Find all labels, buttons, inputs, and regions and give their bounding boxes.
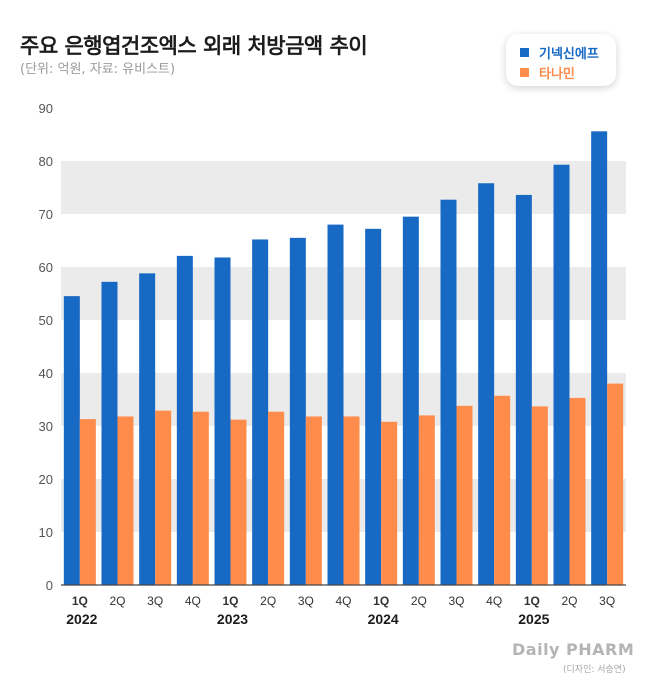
bar-series1 — [327, 224, 344, 585]
year-label: 2024 — [368, 611, 399, 627]
y-tick-label: 30 — [39, 419, 53, 434]
y-tick-label: 10 — [39, 525, 53, 540]
x-tick-label: 2Q — [260, 594, 276, 608]
bar-series1 — [365, 228, 382, 585]
x-tick-label: 1Q — [222, 594, 238, 608]
bar-series2 — [381, 421, 398, 585]
chart-subtitle: (단위: 억원, 자료: 유비스트) — [20, 62, 176, 77]
bar-series2 — [494, 395, 511, 585]
x-tick-label: 1Q — [72, 594, 88, 608]
x-tick-label: 3Q — [298, 594, 314, 608]
y-tick-label: 50 — [39, 313, 53, 328]
bar-series1 — [440, 199, 457, 585]
x-tick-label: 3Q — [599, 594, 615, 608]
y-tick-label: 70 — [39, 207, 53, 222]
chart-title: 주요 은행엽건조엑스 외래 처방금액 추이 — [20, 34, 368, 58]
x-tick-label: 1Q — [373, 594, 389, 608]
credit-text: (디자인: 서승연) — [563, 665, 626, 675]
bar-series2 — [192, 411, 209, 585]
legend-label-series2: 타나민 — [539, 67, 575, 82]
bar-series2 — [569, 397, 586, 585]
bar-series1 — [101, 281, 118, 585]
bar-series2 — [268, 411, 285, 585]
y-tick-label: 0 — [46, 578, 53, 593]
bar-series1 — [402, 216, 419, 585]
x-tick-label: 3Q — [147, 594, 163, 608]
bar-series1 — [591, 131, 608, 585]
y-tick-label: 60 — [39, 260, 53, 275]
year-label: 2022 — [66, 611, 97, 627]
x-tick-label: 1Q — [524, 594, 540, 608]
x-tick-label: 2Q — [561, 594, 577, 608]
legend-item-series1: 기넥신에프 — [520, 43, 599, 62]
y-tick-label: 40 — [39, 366, 53, 381]
bar-series1 — [553, 164, 570, 585]
x-tick-label: 4Q — [486, 594, 502, 608]
x-tick-label: 4Q — [335, 594, 351, 608]
bar-series2 — [155, 410, 172, 585]
bar-series1 — [214, 257, 231, 585]
y-tick-label: 20 — [39, 472, 53, 487]
year-label: 2025 — [518, 611, 549, 627]
bar-series1 — [289, 237, 306, 585]
logo: Daily PHARM — [512, 640, 635, 659]
x-tick-label: 2Q — [411, 594, 427, 608]
legend-swatch-series2 — [520, 68, 529, 77]
y-tick-label: 90 — [39, 101, 53, 116]
legend-label-series1: 기넥신에프 — [539, 47, 599, 62]
bar-series1 — [478, 183, 495, 585]
grid-band — [61, 161, 626, 214]
bar-series2 — [230, 419, 247, 585]
bar-series2 — [117, 416, 134, 585]
bar-series2 — [343, 416, 360, 585]
x-tick-label: 3Q — [448, 594, 464, 608]
legend-swatch-series1 — [520, 48, 529, 57]
bar-series2 — [418, 415, 435, 585]
bar-series2 — [79, 419, 96, 585]
bar-series2 — [305, 416, 322, 585]
legend-item-series2: 타나민 — [520, 63, 575, 82]
bar-series1 — [515, 194, 532, 586]
bar-series1 — [252, 239, 269, 585]
bar-series1 — [176, 255, 193, 585]
bar-series1 — [63, 296, 80, 585]
x-tick-label: 2Q — [109, 594, 125, 608]
bar-series1 — [139, 273, 156, 585]
x-tick-label: 4Q — [185, 594, 201, 608]
legend: 기넥신에프 타나민 — [506, 34, 616, 86]
year-label: 2023 — [217, 611, 248, 627]
y-tick-label: 80 — [39, 154, 53, 169]
bar-series2 — [456, 405, 473, 585]
bar-series2 — [531, 406, 548, 585]
bar-series2 — [607, 383, 624, 585]
